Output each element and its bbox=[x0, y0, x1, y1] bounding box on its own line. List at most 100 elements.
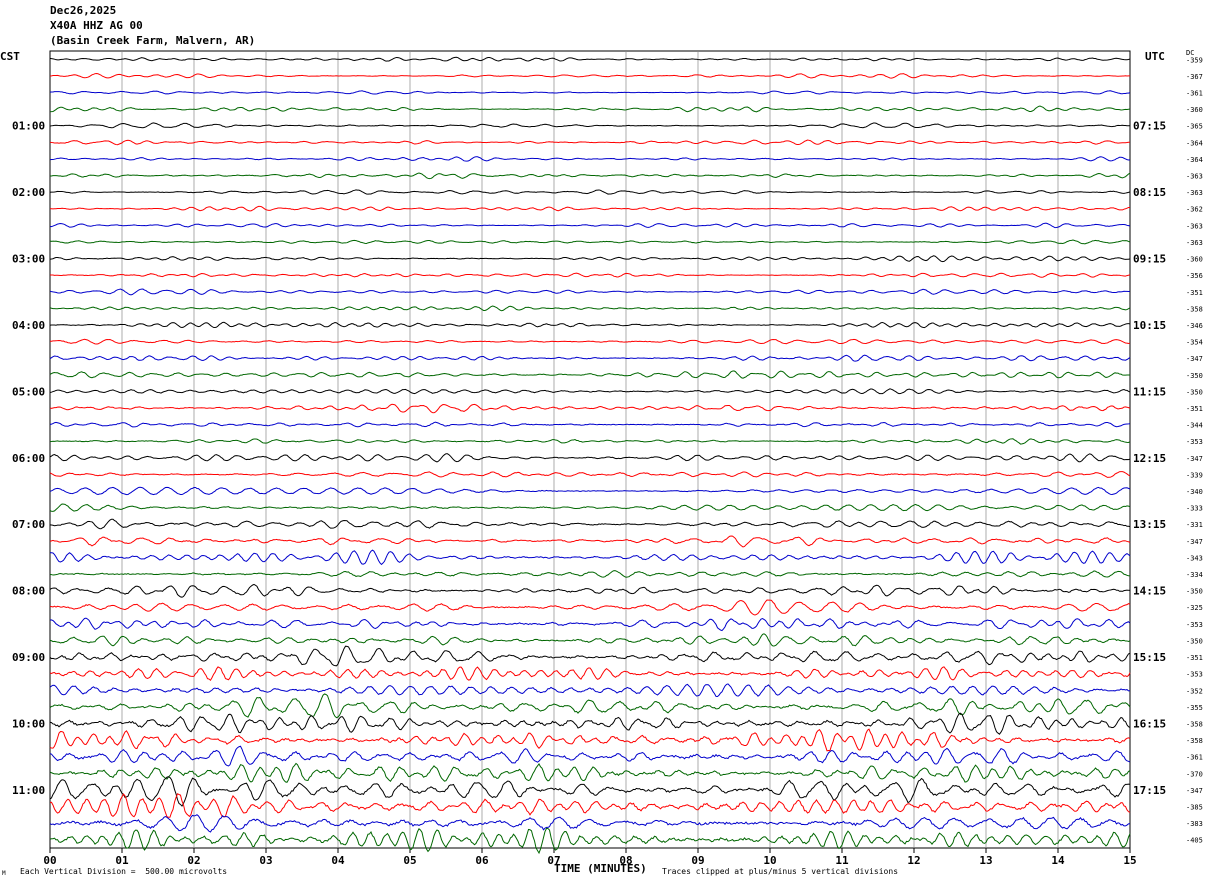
cst-hour-label: 02:00 bbox=[12, 186, 45, 199]
trace-line bbox=[49, 776, 1131, 807]
dc-offset-label: -360 bbox=[1186, 256, 1203, 264]
utc-hour-label: 16:15 bbox=[1133, 717, 1166, 730]
dc-offset-label: -363 bbox=[1186, 189, 1203, 197]
dc-offset-label: -347 bbox=[1186, 355, 1203, 363]
dc-offset-label: -334 bbox=[1186, 571, 1203, 579]
chart-date: Dec26,2025 bbox=[50, 4, 117, 17]
trace-line bbox=[49, 338, 1131, 345]
x-tick-label: 00 bbox=[43, 854, 56, 867]
dc-offset-label: -358 bbox=[1186, 305, 1203, 313]
x-tick-label: 11 bbox=[835, 854, 849, 867]
trace-line bbox=[49, 305, 1131, 312]
dc-offset-label: -354 bbox=[1186, 339, 1203, 347]
dc-offset-label: -350 bbox=[1186, 637, 1203, 645]
trace-line bbox=[49, 814, 1131, 833]
utc-hour-label: 14:15 bbox=[1133, 585, 1166, 598]
x-tick-label: 09 bbox=[691, 854, 704, 867]
trace-line bbox=[49, 403, 1131, 414]
dc-offset-label: -350 bbox=[1186, 372, 1203, 380]
trace-line bbox=[49, 549, 1131, 566]
trace-line bbox=[49, 570, 1131, 578]
dc-offset-label: -347 bbox=[1186, 538, 1203, 546]
x-tick-label: 10 bbox=[763, 854, 776, 867]
trace-line bbox=[49, 172, 1131, 180]
corner-mark: M bbox=[2, 870, 6, 877]
left-timezone-label: CST bbox=[0, 50, 20, 63]
dc-offset-label: -358 bbox=[1186, 720, 1203, 728]
dc-offset-label: -353 bbox=[1186, 621, 1203, 629]
dc-offset-label: -325 bbox=[1186, 604, 1203, 612]
cst-hour-label: 05:00 bbox=[12, 385, 45, 398]
plot-frame bbox=[49, 50, 1131, 849]
trace-line bbox=[49, 139, 1131, 146]
dc-offset-label: -383 bbox=[1186, 820, 1203, 828]
utc-hour-label: 10:15 bbox=[1133, 319, 1166, 332]
trace-line bbox=[49, 388, 1131, 395]
dc-offset-label: -351 bbox=[1186, 654, 1203, 662]
dc-offset-label: -331 bbox=[1186, 521, 1203, 529]
dc-offset-label: -343 bbox=[1186, 554, 1203, 562]
trace-line bbox=[49, 272, 1131, 278]
trace-line bbox=[49, 793, 1131, 818]
cst-hour-label: 06:00 bbox=[12, 452, 45, 465]
dc-offset-label: -356 bbox=[1186, 272, 1203, 280]
dc-offset-label: -346 bbox=[1186, 322, 1203, 330]
x-tick-label: 12 bbox=[907, 854, 920, 867]
trace-line bbox=[49, 105, 1131, 113]
trace-line bbox=[49, 645, 1131, 667]
dc-offset-label: -367 bbox=[1186, 73, 1203, 81]
cst-hour-label: 11:00 bbox=[12, 784, 45, 797]
trace-line bbox=[49, 321, 1131, 329]
dc-offset-label: -385 bbox=[1186, 803, 1203, 811]
trace-line bbox=[49, 239, 1131, 245]
cst-hour-label: 01:00 bbox=[12, 120, 45, 133]
dc-offset-label: -353 bbox=[1186, 671, 1203, 679]
trace-line bbox=[49, 453, 1131, 463]
dc-offset-label: -350 bbox=[1186, 388, 1203, 396]
trace-line bbox=[49, 370, 1131, 379]
x-tick-label: 08 bbox=[619, 854, 632, 867]
trace-line bbox=[49, 73, 1131, 79]
dc-offset-label: -351 bbox=[1186, 405, 1203, 413]
trace-line bbox=[49, 518, 1131, 530]
utc-hour-label: 08:15 bbox=[1133, 186, 1166, 199]
utc-hour-label: 11:15 bbox=[1133, 385, 1166, 398]
x-tick-label: 06 bbox=[475, 854, 489, 867]
trace-line bbox=[49, 189, 1131, 195]
trace-line bbox=[49, 693, 1131, 719]
trace-line bbox=[49, 56, 1131, 62]
x-axis-label: TIME (MINUTES) bbox=[554, 862, 647, 875]
dc-offset-label: -362 bbox=[1186, 206, 1203, 214]
dc-label: DC bbox=[1186, 49, 1195, 57]
trace-line bbox=[49, 633, 1131, 647]
dc-offset-label: -339 bbox=[1186, 471, 1203, 479]
trace-line bbox=[49, 421, 1131, 428]
dc-offset-label: -333 bbox=[1186, 505, 1203, 513]
cst-hour-label: 04:00 bbox=[12, 319, 45, 332]
trace-line bbox=[49, 535, 1131, 548]
dc-offset-label: -351 bbox=[1186, 289, 1203, 297]
utc-hour-label: 17:15 bbox=[1133, 784, 1166, 797]
trace-line bbox=[49, 156, 1131, 162]
dc-offset-label: -347 bbox=[1186, 455, 1203, 463]
utc-hour-label: 12:15 bbox=[1133, 452, 1166, 465]
x-tick-label: 05 bbox=[403, 854, 416, 867]
dc-offset-label: -361 bbox=[1186, 754, 1203, 762]
trace-line bbox=[49, 288, 1131, 296]
trace-line bbox=[49, 666, 1131, 682]
trace-line bbox=[49, 683, 1131, 697]
cst-hour-label: 09:00 bbox=[12, 651, 45, 664]
trace-line bbox=[49, 90, 1131, 95]
dc-offset-label: -365 bbox=[1186, 123, 1203, 131]
trace-line bbox=[49, 745, 1131, 767]
station-location: (Basin Creek Farm, Malvern, AR) bbox=[50, 34, 256, 47]
trace-line bbox=[49, 728, 1131, 752]
dc-offset-label: -364 bbox=[1186, 139, 1203, 147]
dc-offset-label: -370 bbox=[1186, 770, 1203, 778]
dc-offset-label: -359 bbox=[1186, 56, 1203, 64]
cst-hour-label: 07:00 bbox=[12, 518, 45, 531]
dc-offset-label: -364 bbox=[1186, 156, 1203, 164]
utc-hour-label: 13:15 bbox=[1133, 518, 1166, 531]
trace-line bbox=[49, 583, 1131, 598]
